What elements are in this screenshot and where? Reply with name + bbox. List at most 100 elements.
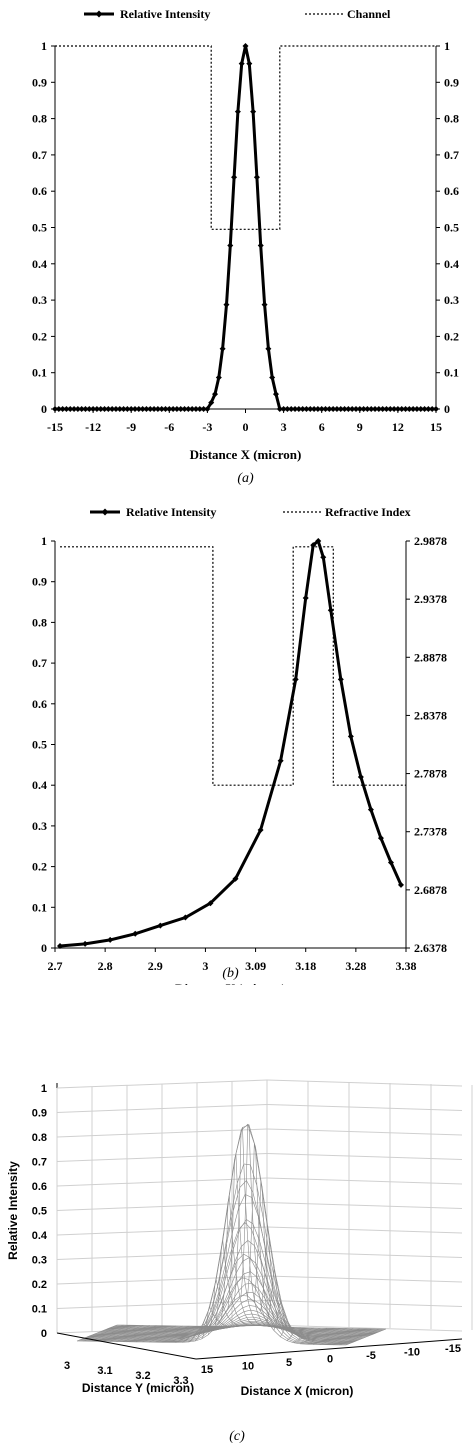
y-tick-label: 0.8	[32, 112, 47, 126]
surface-mesh-line	[247, 1143, 288, 1329]
x-tick-label: 0	[327, 1354, 333, 1366]
data-point	[356, 406, 363, 412]
data-point	[292, 406, 299, 412]
data-point	[367, 806, 374, 813]
figure-panel-c: 0 0.1 0.2 0.3 0.4 0.5 0.6 0.7 0.8 0.9 1 Relative In…	[0, 1000, 474, 1446]
y2-tick-label: 2.6878	[414, 883, 447, 897]
y-tick-label: 0.5	[32, 221, 47, 235]
data-point	[82, 406, 89, 412]
y2-tick-label: 2.7878	[414, 767, 447, 781]
data-point	[231, 174, 238, 181]
surface-chart-c: 0 0.1 0.2 0.3 0.4 0.5 0.6 0.7 0.8 0.9 1 Relative In…	[6, 1079, 473, 1444]
data-point	[97, 406, 104, 412]
y-tick-label: 1	[41, 39, 47, 53]
x-tick-label: -12	[85, 420, 101, 434]
z-grid-line-right	[266, 1177, 463, 1185]
y-tick-label: 0.4	[32, 778, 47, 792]
surface-mesh-line	[98, 1305, 368, 1337]
data-point	[234, 108, 241, 115]
data-point	[170, 406, 177, 412]
figure-panel-b: 0 0.1 0.2 0.3 0.4 0.5 0.6 0.7 0.8 0.9 1 2.6378 2.687…	[0, 495, 474, 985]
data-point	[318, 406, 325, 412]
data-point	[337, 406, 344, 412]
data-point	[82, 940, 89, 947]
line-chart-b: 0 0.1 0.2 0.3 0.4 0.5 0.6 0.7 0.8 0.9 1 2.6378 2.687…	[32, 505, 447, 985]
x-axis-label: Distance X (micron)	[190, 447, 302, 462]
data-point	[109, 406, 116, 412]
y2-tick-label: 0.2	[444, 329, 459, 343]
y-tick-label: 3.1	[97, 1365, 112, 1377]
surface-mesh-line	[95, 1292, 365, 1338]
data-point	[227, 242, 234, 249]
y2-tick-label: 0.3	[444, 293, 459, 307]
surface-mesh-line	[326, 1328, 367, 1345]
surface-mesh-line	[80, 1222, 351, 1344]
surface-mesh-line	[88, 1219, 359, 1341]
x-tick-label: 10	[242, 1361, 254, 1373]
y-tick-label: 0.6	[32, 184, 47, 198]
surface-mesh-line	[129, 1325, 170, 1343]
data-point	[86, 406, 93, 412]
data-point	[345, 406, 352, 412]
surface-mesh-line	[306, 1328, 347, 1345]
data-point	[177, 406, 184, 412]
surface-mesh-line	[104, 1320, 375, 1335]
surface-mesh-line	[332, 1328, 374, 1346]
data-point	[276, 406, 283, 412]
legend-marker	[95, 10, 103, 18]
data-point	[357, 774, 364, 781]
surface-mesh-line	[201, 1306, 242, 1340]
y-tick-label: 0.2	[32, 329, 47, 343]
data-point	[182, 914, 189, 921]
data-point	[78, 406, 85, 412]
data-point	[166, 406, 173, 412]
data-point	[238, 60, 245, 67]
data-point	[208, 399, 215, 406]
panel-caption: (b)	[222, 966, 239, 981]
data-point	[326, 406, 333, 412]
data-point	[303, 406, 310, 412]
data-point	[261, 301, 268, 308]
surface-mesh-line	[122, 1325, 164, 1342]
surface-mesh-line	[162, 1325, 203, 1343]
y2-tick-label: 2.9378	[414, 592, 447, 606]
x-tick-label: -15	[47, 420, 63, 434]
data-point	[292, 676, 299, 683]
surface-mesh-line	[90, 1240, 360, 1340]
data-point	[196, 406, 203, 412]
data-point	[327, 607, 334, 614]
surface-mesh-line	[299, 1328, 341, 1345]
data-point	[295, 406, 302, 412]
y2-tick-label: 0.5	[444, 221, 459, 235]
y2-tick-label: 0	[444, 402, 450, 416]
y-tick-label: 0.1	[32, 900, 47, 914]
y2-tick-label: 0.8	[444, 112, 459, 126]
surface-mesh-line	[109, 1325, 150, 1342]
data-point	[341, 406, 348, 412]
data-point	[71, 406, 78, 412]
z-tick-label: 0.3	[32, 1255, 47, 1267]
z-grid-line-right	[266, 1104, 463, 1111]
surface-mesh-line	[103, 1325, 144, 1342]
z-tick-label: 0	[41, 1328, 47, 1340]
data-point	[377, 835, 384, 842]
data-point	[277, 757, 284, 764]
y-tick-label: 3	[64, 1360, 70, 1372]
data-point	[257, 242, 264, 249]
y2-tick-label: 0.7	[444, 148, 459, 162]
x-axis-edge	[195, 1338, 463, 1360]
y-tick-label: 0.7	[32, 656, 47, 670]
surface-mesh-line	[83, 1123, 353, 1343]
data-point	[105, 406, 112, 412]
y-tick-label: 0.3	[32, 293, 47, 307]
data-point	[429, 406, 436, 412]
x-tick-label: -10	[404, 1347, 420, 1359]
data-point	[314, 406, 321, 412]
data-point	[307, 406, 314, 412]
y-tick-label: 0.9	[32, 575, 47, 589]
surface-mesh-line	[253, 1181, 295, 1330]
data-point	[162, 406, 169, 412]
data-point	[63, 406, 70, 412]
data-point	[379, 406, 386, 412]
surface-mesh-line	[168, 1326, 210, 1343]
